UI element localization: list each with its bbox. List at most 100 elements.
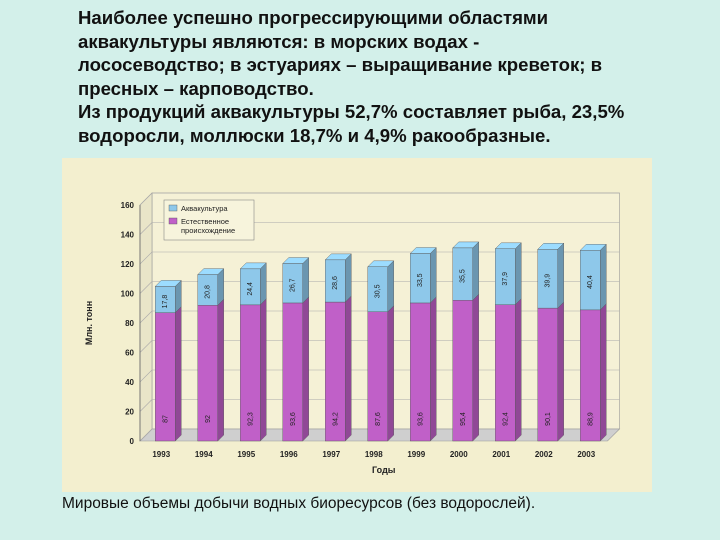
bar-natural-side: [217, 298, 224, 442]
bar-aquaculture: [580, 250, 601, 311]
grid-line-side: [139, 399, 153, 412]
bar-aquaculture: [537, 249, 558, 309]
x-tick-label: 2001: [492, 450, 510, 459]
x-tick-label: 1998: [365, 450, 383, 459]
x-tick-label: 1993: [152, 450, 170, 459]
y-tick-label: 100: [121, 290, 135, 299]
data-label-natural: 94,2: [332, 412, 339, 426]
bar-natural-side: [600, 303, 607, 442]
bar-natural-side: [557, 301, 564, 442]
data-label-natural: 92,4: [502, 412, 509, 426]
legend-label-natural-line2: происхождение: [181, 226, 235, 235]
data-label-aquaculture: 17,8: [162, 295, 169, 309]
grid-line-side: [139, 251, 153, 265]
y-tick-label: 80: [125, 319, 134, 328]
grid-line-side: [139, 369, 153, 383]
grid-line-side: [139, 310, 153, 324]
data-label-aquaculture: 37,9: [502, 272, 509, 286]
bar-natural-side: [175, 306, 182, 442]
grid-line-side: [139, 192, 153, 206]
data-label-aquaculture: 35,5: [460, 269, 467, 283]
x-tick-label: 1994: [195, 450, 213, 459]
bar-aquaculture-side: [600, 243, 607, 311]
data-label-natural: 93,6: [290, 412, 297, 426]
x-tick-label: 2000: [450, 450, 468, 459]
data-label-natural: 92: [205, 415, 212, 423]
heading-line: Из продукций аквакультуры 52,7% составля…: [78, 101, 625, 122]
heading-line: лососеводство; в эстуариях – выращивание…: [78, 54, 603, 75]
bar-aquaculture: [240, 268, 261, 306]
bar-aquaculture-side: [430, 247, 437, 304]
grid-line-side: [139, 281, 153, 294]
x-tick-label: 1997: [322, 450, 340, 459]
data-label-natural: 88,9: [587, 412, 594, 426]
data-label-aquaculture: 30,5: [375, 284, 382, 298]
data-label-natural: 87,6: [375, 412, 382, 426]
bar-natural-side: [387, 305, 394, 442]
legend-swatch-natural: [168, 217, 178, 225]
x-tick-label: 1999: [407, 450, 425, 459]
bar-aquaculture: [367, 266, 388, 312]
legend-box: [163, 199, 255, 241]
grid-line-side: [139, 340, 153, 353]
bar-natural-side: [430, 296, 437, 442]
slide-heading: Наиболее успешно прогрессирующими област…: [78, 6, 678, 147]
y-tick-label: 120: [121, 260, 135, 269]
x-tick-label: 2002: [535, 450, 553, 459]
bar-aquaculture-side: [260, 262, 267, 306]
bar-aquaculture: [197, 274, 218, 306]
bar-aquaculture: [155, 286, 176, 313]
x-tick-label: 1995: [237, 450, 255, 459]
bar-natural-side: [302, 296, 309, 442]
heading-line: пресных – карповодство.: [78, 77, 314, 99]
y-tick-label: 0: [130, 437, 135, 446]
data-label-aquaculture: 33,5: [417, 273, 424, 287]
y-axis-label: Млн. тонн: [84, 301, 94, 345]
data-label-natural: 92,3: [247, 412, 254, 426]
bar-natural-side: [345, 295, 352, 442]
heading-line: водоросли, моллюски 18,7% и 4,9% ракообр…: [78, 124, 551, 146]
heading-line: Наиболее успешно прогрессирующими област…: [78, 7, 549, 28]
y-tick-label: 20: [125, 408, 134, 417]
bar-natural-side: [515, 298, 522, 442]
bar-aquaculture: [495, 248, 516, 305]
bar-aquaculture: [325, 259, 346, 303]
legend-swatch-aquaculture: [168, 204, 178, 212]
bar-aquaculture-side: [387, 260, 394, 313]
y-tick-label: 60: [125, 349, 134, 358]
chart-panel: 0 20 40 60 80 100 120 140 160 Млн. тонн 87 17,8 1993…: [62, 158, 652, 492]
y-tick-label: 160: [121, 201, 135, 210]
grid-line-side: [139, 428, 153, 442]
bar-aquaculture-side: [472, 241, 479, 301]
bar-aquaculture-side: [557, 242, 564, 309]
bar-aquaculture-side: [515, 242, 522, 306]
y-tick-label: 140: [121, 231, 135, 240]
y-tick-label: 40: [125, 378, 134, 387]
data-label-aquaculture: 28,6: [332, 276, 339, 290]
bar-aquaculture-side: [302, 257, 309, 304]
bar-natural-side: [260, 298, 267, 442]
data-label-aquaculture: 20,8: [205, 285, 212, 299]
chart-caption: Мировые объемы добычи водных биоресурсов…: [62, 495, 536, 512]
legend-label-aquaculture: Аквакультура: [181, 204, 228, 213]
data-label-aquaculture: 26,7: [290, 278, 297, 292]
grid-line-side: [139, 222, 153, 235]
data-label-natural: 87: [162, 415, 169, 423]
x-axis-label: Годы: [372, 465, 396, 475]
bar-aquaculture: [282, 263, 303, 304]
bar-aquaculture: [410, 253, 431, 304]
bar-natural-side: [472, 293, 479, 442]
data-label-natural: 90,1: [545, 412, 552, 426]
bar-aquaculture-side: [217, 268, 224, 306]
data-label-aquaculture: 40,4: [587, 275, 594, 289]
data-label-natural: 95,4: [460, 412, 467, 426]
data-label-natural: 93,6: [417, 412, 424, 426]
bar-aquaculture: [452, 247, 473, 301]
bar-aquaculture-side: [345, 253, 352, 303]
data-label-aquaculture: 39,9: [545, 274, 552, 288]
stacked-bar-chart: 0 20 40 60 80 100 120 140 160 Млн. тонн 87 17,8 1993…: [84, 192, 621, 475]
legend-label-natural-line1: Естественное: [181, 217, 229, 226]
x-tick-label: 1996: [280, 450, 298, 459]
x-tick-label: 2003: [577, 450, 595, 459]
heading-line: аквакультуры являются: в морских водах -: [78, 30, 480, 52]
